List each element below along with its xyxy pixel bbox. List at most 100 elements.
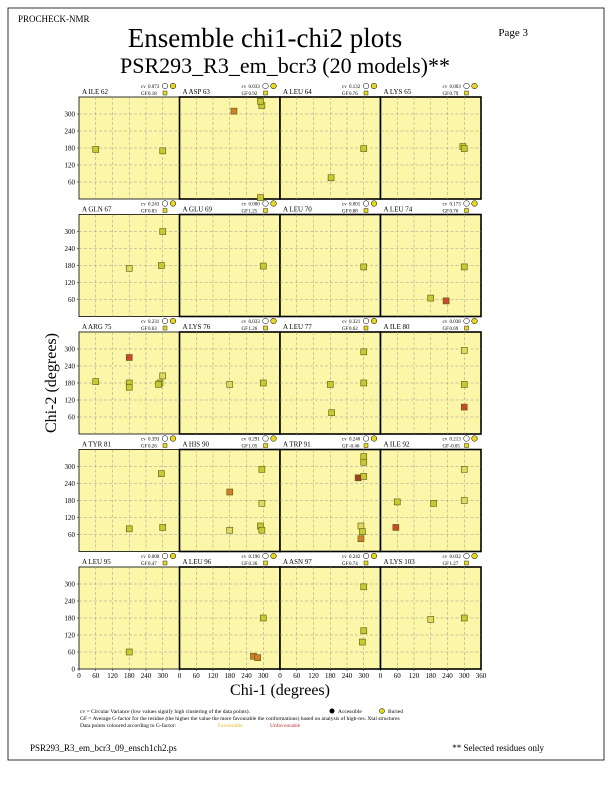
data-point xyxy=(360,583,368,591)
y-tick-label: 120 xyxy=(65,279,76,287)
data-point xyxy=(257,194,264,201)
page-frame xyxy=(7,7,605,761)
cv-value: 0.393 xyxy=(148,438,160,443)
y-tick-label: 240 xyxy=(65,598,76,606)
y-tick-label: 240 xyxy=(65,128,76,136)
data-point xyxy=(259,614,267,622)
gf-value: 0.88 xyxy=(349,210,358,215)
subtitle: PSR293_R3_em_bcr3 (20 models)** xyxy=(120,53,450,78)
data-point xyxy=(259,379,267,387)
access-icon xyxy=(471,552,478,560)
access-icon xyxy=(370,200,378,207)
panel-title: A LEU 74 xyxy=(384,206,413,214)
gf-icon xyxy=(263,560,268,566)
data-point xyxy=(360,145,368,152)
access-icon xyxy=(471,317,478,325)
cv-label: cv xyxy=(242,203,247,208)
cv-value: 0.231 xyxy=(148,320,160,325)
filename: PSR293_R3_em_bcr3_09_ensch1ch2.ps xyxy=(30,743,177,753)
y-tick-label: 60 xyxy=(68,296,76,304)
colour-note: Data points coloured according to G-fact… xyxy=(80,722,177,729)
panel-title: A TYR 81 xyxy=(82,441,112,449)
cv-label: cv xyxy=(141,438,146,443)
data-point xyxy=(258,466,266,473)
y-tick-label: 180 xyxy=(65,380,76,388)
panel-title: A LEU 77 xyxy=(283,323,312,331)
cv-icon xyxy=(161,317,169,325)
gf-value: -0.46 xyxy=(349,445,360,450)
cv-value: 0.000 xyxy=(249,203,261,208)
panel-title: A LEU 64 xyxy=(283,88,312,96)
cv-value: 0.003 xyxy=(450,85,462,90)
gf-icon xyxy=(263,90,268,96)
access-icon xyxy=(471,435,478,442)
data-point xyxy=(230,107,238,115)
data-point xyxy=(258,500,266,507)
access-icon xyxy=(270,435,277,442)
panel-title: A GLN 67 xyxy=(82,206,112,214)
y-tick-label: 300 xyxy=(65,111,76,119)
data-point xyxy=(360,263,368,271)
data-point xyxy=(460,263,468,271)
access-icon xyxy=(370,82,378,90)
data-point xyxy=(360,627,368,635)
x-tick-label: 240 xyxy=(141,672,152,680)
y-axis-label: Chi-2 (degrees) xyxy=(43,333,60,433)
panel-title: A ASN 97 xyxy=(283,558,312,566)
x-tick-label: 360 xyxy=(476,672,487,680)
gf-value: 0.36 xyxy=(249,562,258,567)
gf-icon xyxy=(162,325,168,331)
gf-value: 0.26 xyxy=(148,445,157,450)
gf-label: GF xyxy=(242,210,249,215)
gf-icon xyxy=(162,560,168,566)
cv-label: cv xyxy=(443,85,448,90)
cv-value: 0.001 xyxy=(349,203,361,208)
cv-value: 0.240 xyxy=(349,438,361,443)
gf-icon xyxy=(363,208,369,213)
cv-icon xyxy=(362,435,370,442)
gf-icon xyxy=(464,325,469,331)
gf-value: 0.18 xyxy=(148,92,157,97)
gf-label: GF xyxy=(342,327,349,332)
data-point xyxy=(460,466,468,473)
cv-value: 0.033 xyxy=(249,320,261,325)
y-tick-label: 60 xyxy=(68,179,76,187)
data-point xyxy=(360,473,368,480)
gf-label: GF xyxy=(242,327,249,332)
gf-value: 1.25 xyxy=(249,210,258,215)
gf-label: GF xyxy=(443,210,450,215)
cv-value: 0.000 xyxy=(148,555,160,560)
data-point xyxy=(159,372,167,380)
page-number: Page 3 xyxy=(498,27,528,39)
x-tick-label: 0 xyxy=(379,672,383,680)
data-point xyxy=(360,379,368,387)
cv-value: 0.213 xyxy=(450,438,462,443)
unfavourable: Unfavourable xyxy=(270,722,301,729)
data-point xyxy=(359,528,366,535)
gf-label: GF xyxy=(242,92,249,97)
cv-value: 0.173 xyxy=(450,203,462,208)
gf-label: GF xyxy=(141,210,148,215)
x-tick-label: 120 xyxy=(107,672,118,680)
cv-icon xyxy=(463,435,470,442)
favourable: Favourable xyxy=(218,723,243,729)
data-point xyxy=(92,146,100,153)
gf-icon xyxy=(263,443,268,448)
data-point xyxy=(328,409,335,417)
cv-icon xyxy=(262,435,269,442)
cv-icon xyxy=(362,82,370,90)
cv-label: cv xyxy=(342,438,347,443)
cv-label: cv xyxy=(141,85,146,90)
y-tick-label: 180 xyxy=(65,145,76,153)
panel-title: A ARG 75 xyxy=(82,323,112,331)
y-tick-label: 300 xyxy=(65,228,76,236)
title: Ensemble chi1-chi2 plots xyxy=(128,23,402,53)
x-tick-label: 60 xyxy=(92,672,100,680)
cv-value: 0.242 xyxy=(349,555,361,560)
gf-value: 0.76 xyxy=(450,210,459,215)
y-tick-label: 0 xyxy=(72,666,76,674)
access-icon xyxy=(370,552,378,560)
x-tick-label: 180 xyxy=(124,672,135,680)
y-tick-label: 60 xyxy=(68,649,76,657)
